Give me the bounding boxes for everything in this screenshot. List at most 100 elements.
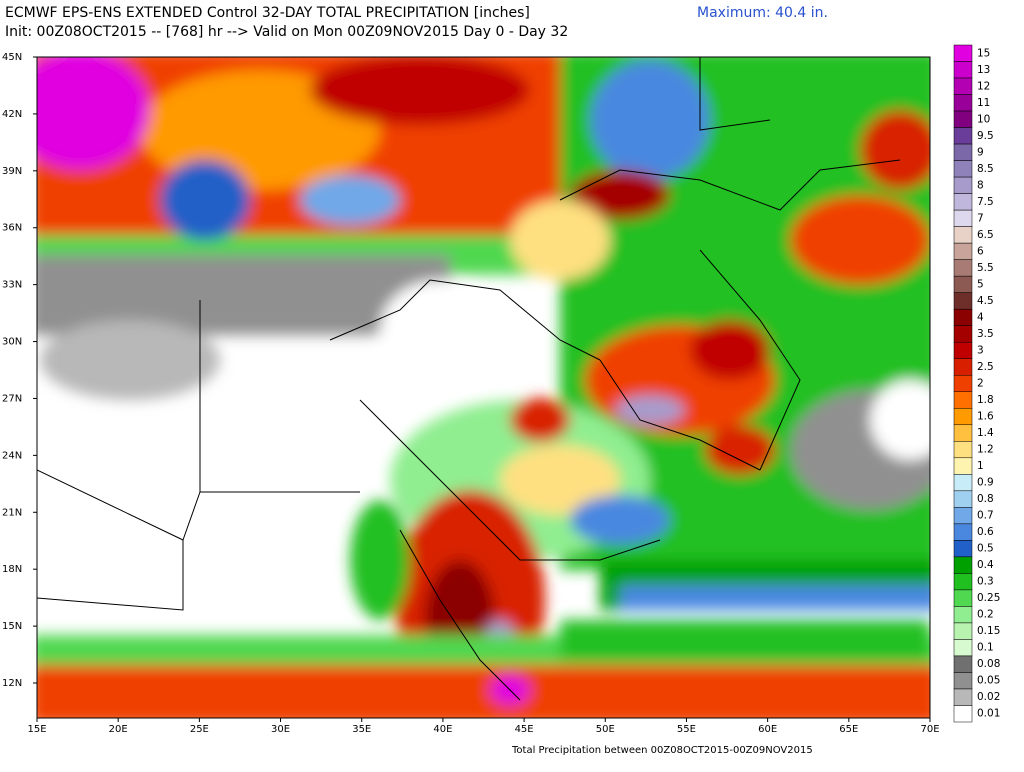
legend-label: 4.5 [977,295,994,307]
legend-label: 13 [977,64,990,76]
legend-swatch [953,275,973,293]
legend-label: 0.05 [977,675,1000,687]
legend-swatch [953,589,973,607]
legend-swatch [953,242,973,260]
legend-label: 0.25 [977,592,1000,604]
legend-swatch [953,292,973,310]
legend-label: 0.9 [977,477,994,489]
legend-swatch [953,507,973,525]
legend-swatch [953,705,973,723]
legend-swatch [953,193,973,211]
legend-swatch [953,573,973,591]
lat-label: 21N [2,507,22,518]
legend-swatch [953,358,973,376]
footer: Total Precipitation between 00Z08OCT2015… [511,745,813,756]
legend-label: 1.2 [977,444,994,456]
legend-swatch [953,226,973,244]
legend-label: 1 [977,460,984,472]
lat-label: 18N [2,564,22,575]
legend-label: 1.8 [977,394,994,406]
lon-label: 70E [920,724,939,735]
legend: 15131211109.598.587.576.565.554.543.532.… [953,44,1000,723]
lon-label: 40E [433,724,452,735]
legend-label: 8 [977,179,984,191]
lat-label: 12N [2,678,22,689]
legend-label: 9 [977,146,984,158]
lat-label: 15N [2,621,22,632]
legend-label: 0.02 [977,691,1000,703]
legend-label: 10 [977,113,990,125]
legend-label: 7 [977,212,984,224]
legend-swatch [953,110,973,128]
legend-swatch [953,61,973,79]
lat-label: 30N [2,337,22,348]
legend-label: 11 [977,97,990,109]
legend-label: 6 [977,245,984,257]
lat-label: 45N [2,52,22,63]
legend-swatch [953,325,973,343]
lon-label: 20E [109,724,128,735]
legend-swatch [953,556,973,574]
legend-swatch [953,44,973,62]
legend-swatch [953,540,973,558]
legend-label: 12 [977,80,990,92]
legend-swatch [953,639,973,657]
legend-label: 0.4 [977,559,994,571]
lat-label: 36N [2,223,22,234]
lat-label: 42N [2,109,22,120]
lon-label: 55E [677,724,696,735]
legend-label: 1.6 [977,411,994,423]
legend-label: 0.2 [977,609,994,621]
legend-swatch [953,176,973,194]
legend-label: 0.8 [977,493,994,505]
legend-label: 0.01 [977,708,1000,720]
lon-label: 60E [758,724,777,735]
legend-swatch [953,209,973,227]
legend-swatch [953,523,973,541]
map-frame [36,56,931,719]
legend-label: 0.15 [977,625,1000,637]
lat-label: 27N [2,393,22,404]
lon-label: 15E [27,724,46,735]
lon-label: 25E [190,724,209,735]
precip-field [37,57,930,718]
lon-label: 50E [596,724,615,735]
lon-label: 35E [352,724,371,735]
axes: 45N 42N 39N 36N 33N 30N 27N 24N 21N 18N 15N 12N 15E 2… [2,52,940,735]
legend-swatch [953,143,973,161]
lat-label: 24N [2,450,22,461]
legend-swatch [953,408,973,426]
legend-swatch [953,688,973,706]
legend-swatch [953,259,973,277]
legend-swatch [953,341,973,359]
legend-label: 8.5 [977,163,994,175]
legend-swatch [953,127,973,145]
legend-label: 4 [977,311,984,323]
legend-label: 2.5 [977,361,994,373]
lon-label: 30E [271,724,290,735]
lon-label: 65E [839,724,858,735]
legend-swatch [953,374,973,393]
legend-swatch [953,606,973,624]
subtitle: Init: 00Z08OCT2015 -- [768] hr --> Valid… [5,24,568,40]
legend-label: 5.5 [977,262,994,274]
legend-label: 7.5 [977,196,994,208]
legend-swatch [953,391,973,409]
legend-swatch [953,77,973,95]
legend-swatch [953,424,973,442]
lon-label: 45E [515,724,534,735]
legend-label: 0.08 [977,658,1000,670]
legend-swatch [953,474,973,492]
legend-label: 3 [977,344,984,356]
legend-label: 5 [977,278,984,290]
legend-swatch [953,622,973,640]
legend-label: 6.5 [977,229,994,241]
legend-swatch [953,160,973,178]
legend-swatch [953,457,973,475]
legend-label: 3.5 [977,328,994,340]
legend-label: 0.1 [977,642,994,654]
legend-label: 0.5 [977,543,994,555]
legend-swatch [953,94,973,112]
